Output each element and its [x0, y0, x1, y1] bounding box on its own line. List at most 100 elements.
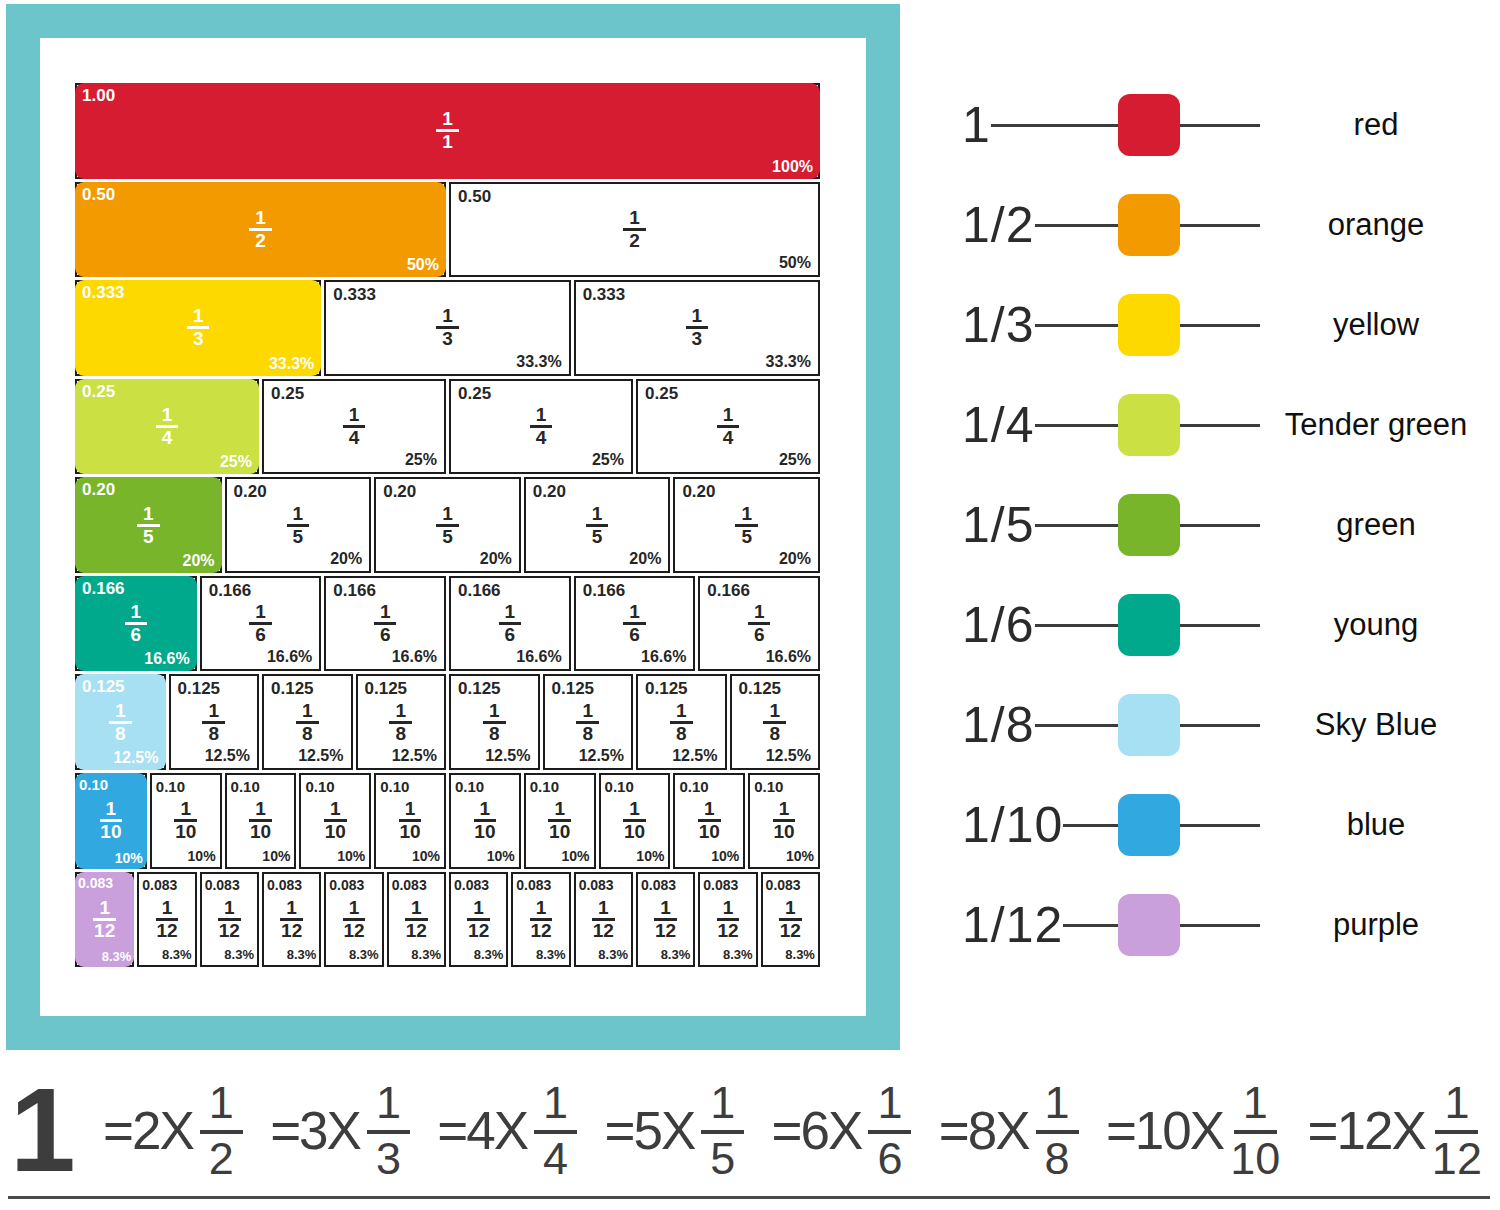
equation-prefix: =6X: [772, 1100, 862, 1161]
equation-lead-one: 1: [10, 1077, 76, 1183]
cell-content: 0.501250%: [75, 182, 446, 278]
legend-color-swatch: [1118, 894, 1180, 956]
legend-connector-line: [1180, 124, 1260, 127]
fraction-numerator: 1: [623, 799, 646, 822]
fraction-denominator: 3: [442, 329, 453, 349]
fraction-numerator: 1: [280, 898, 303, 921]
fraction-tile-1-5: 0.201520%: [75, 477, 222, 573]
fraction-numerator: 1: [474, 799, 497, 822]
bottom-rule: [8, 1196, 1490, 1199]
legend-color-swatch: [1118, 594, 1180, 656]
fraction-numerator: 1: [670, 701, 693, 724]
legend-connector-line: [1063, 924, 1118, 927]
percent-label: 8.3%: [162, 947, 192, 962]
cell-content: 0.0831128.3%: [451, 874, 506, 966]
cell-content: 0.201520%: [75, 477, 222, 573]
fraction-denominator: 4: [723, 428, 734, 448]
fraction-cell-1-10: 0.1011010%: [225, 773, 297, 869]
percent-label: 10%: [487, 848, 515, 864]
legend-fraction-label: 1/12: [962, 896, 1063, 954]
fraction-denominator: 10: [250, 822, 271, 842]
cell-content: 0.1011010%: [451, 775, 519, 867]
equation-prefix: =5X: [604, 1100, 694, 1161]
equation-fraction-numerator: 1: [868, 1079, 911, 1133]
fraction-numerator: 1: [586, 504, 609, 527]
fraction-row-1-10: 0.1011010%0.1011010%0.1011010%0.1011010%…: [75, 773, 820, 869]
cell-content: 0.251425%: [264, 381, 444, 473]
fraction-cell-1-10: 0.1011010%: [599, 773, 671, 869]
fraction-denominator: 12: [406, 921, 427, 941]
fraction-denominator: 5: [442, 527, 453, 547]
fraction-numerator: 1: [156, 898, 179, 921]
cell-content: 0.0831128.3%: [513, 874, 568, 966]
legend-fraction-label: 1/10: [962, 796, 1063, 854]
legend-row-purple: 1/12purple: [962, 875, 1492, 975]
fraction-numerator: 1: [779, 898, 802, 921]
fraction-tile-1-6: 0.1661616.6%: [75, 576, 197, 672]
cell-content: 0.1661616.6%: [700, 578, 818, 670]
fraction-tile-1-4: 0.251425%: [75, 379, 259, 475]
percent-label: 12.5%: [766, 747, 811, 765]
board-inner: 1.0011100%0.501250%0.501250%0.3331333.3%…: [40, 38, 866, 1016]
equation-fraction-numerator: 1: [1036, 1079, 1079, 1133]
cell-content: 0.251425%: [451, 381, 631, 473]
fraction-denominator: 4: [536, 428, 547, 448]
fraction-cell-1-6: 0.1661616.6%: [200, 576, 322, 672]
legend-color-name: young: [1260, 607, 1492, 643]
cell-content: 0.1011010%: [227, 775, 295, 867]
fraction-numerator: 1: [436, 306, 459, 329]
fraction-denominator: 10: [549, 822, 570, 842]
cell-content: 0.0831128.3%: [75, 872, 134, 968]
legend-color-name: Tender green: [1260, 407, 1492, 443]
legend-color-name: Sky Blue: [1260, 707, 1492, 743]
cell-content: 0.251425%: [75, 379, 259, 475]
fraction-denominator: 5: [293, 527, 304, 547]
fraction-denominator: 12: [468, 921, 489, 941]
legend-connector-line: [1180, 624, 1260, 627]
cell-content: 0.0831128.3%: [389, 874, 444, 966]
fraction-denominator: 6: [629, 625, 640, 645]
fraction-denominator: 10: [774, 822, 795, 842]
equation-prefix: =12X: [1308, 1100, 1425, 1161]
fraction-cell-1-12: 0.0831128.3%: [387, 872, 446, 968]
equation-prefix: =10X: [1106, 1100, 1223, 1161]
fraction-denominator: 8: [115, 724, 126, 744]
fraction-numerator: 1: [218, 898, 241, 921]
legend-color-name: yellow: [1260, 307, 1492, 343]
legend-connector-line: [1180, 724, 1260, 727]
fraction-denominator: 10: [175, 822, 196, 842]
cell-content: 0.1011010%: [75, 773, 147, 869]
legend-connector-line: [991, 124, 1118, 127]
fraction-denominator: 8: [676, 724, 687, 744]
fraction-row-1-5: 0.201520%0.201520%0.201520%0.201520%0.20…: [75, 477, 820, 573]
legend-row-red: 1red: [962, 75, 1492, 175]
percent-label: 8.3%: [224, 947, 254, 962]
equation-fraction-denominator: 8: [1045, 1134, 1070, 1182]
fraction-denominator: 8: [769, 724, 780, 744]
legend-connector-line: [1035, 224, 1118, 227]
percent-label: 20%: [183, 552, 215, 570]
fraction-cell-1-8: 0.1251812.5%: [449, 674, 540, 770]
fraction-numerator: 1: [324, 799, 347, 822]
legend-connector-line: [1180, 924, 1260, 927]
fraction-numerator: 1: [698, 799, 721, 822]
legend-connector-line: [1035, 424, 1118, 427]
fraction-cell-1-12: 0.0831128.3%: [761, 872, 820, 968]
legend-color-name: blue: [1260, 807, 1492, 843]
percent-label: 10%: [115, 850, 143, 866]
percent-label: 16.6%: [267, 648, 312, 666]
fraction-numerator: 1: [576, 701, 599, 724]
fraction-denominator: 8: [302, 724, 313, 744]
fraction-numerator: 1: [100, 799, 123, 822]
cell-content: 0.1251812.5%: [171, 676, 258, 768]
legend-connector-line: [1035, 324, 1118, 327]
fraction-cell-1-12: 0.0831128.3%: [698, 872, 757, 968]
fraction-cell-1-8: 0.1251812.5%: [730, 674, 821, 770]
fraction-numerator: 1: [735, 504, 758, 527]
fraction-numerator: 1: [623, 208, 646, 231]
fraction-numerator: 1: [296, 701, 319, 724]
cell-content: 0.1011010%: [601, 775, 669, 867]
legend-color-name: green: [1260, 507, 1492, 543]
cell-content: 0.501250%: [451, 184, 818, 276]
fraction-cell-1-10: 0.1011010%: [150, 773, 222, 869]
